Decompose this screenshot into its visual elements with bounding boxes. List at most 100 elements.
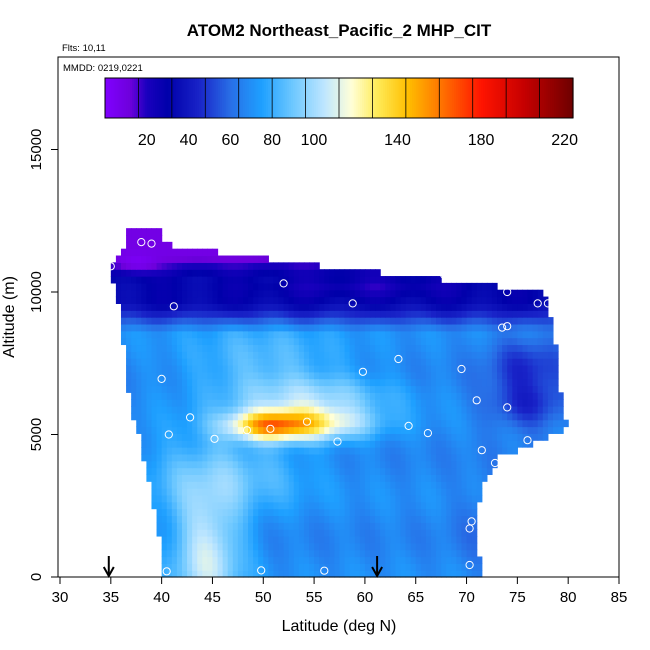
heatmap-cell [364,556,371,564]
heatmap-cell [176,406,183,414]
heatmap-cell [471,570,478,578]
colorbar-segment [460,78,463,118]
heatmap-cell [146,228,153,236]
heatmap-cell [497,358,503,366]
heatmap-cell [242,351,249,359]
flights-label: Flts: 10,11 [62,43,106,54]
heatmap-cell [329,522,336,530]
heatmap-cell [126,310,132,318]
heatmap-cell [344,440,351,448]
heatmap-cell [359,419,366,428]
heatmap-cell [400,501,407,510]
heatmap-cell [278,323,285,332]
heatmap-cell [222,337,229,346]
heatmap-cell [471,522,478,530]
heatmap-cell [395,433,402,441]
heatmap-cell [176,522,183,530]
heatmap-cell [176,337,183,346]
heatmap-cell [436,501,442,510]
heatmap-cell [309,467,315,475]
colorbar-segment [123,78,127,118]
colorbar-segment [232,78,236,118]
heatmap-cell [390,419,396,428]
heatmap-cell [288,447,295,455]
heatmap-cell [237,501,244,510]
heatmap-cell [303,412,310,421]
heatmap-cell [395,481,402,489]
heatmap-cell [207,344,214,352]
heatmap-cell [522,317,529,325]
heatmap-cell [293,570,300,578]
heatmap-cell [151,337,158,346]
heatmap-cell [329,337,336,346]
heatmap-cells [110,228,569,578]
x-axis-label: Latitude (deg N) [282,618,397,635]
heatmap-cell [385,453,391,462]
heatmap-cell [349,467,356,475]
heatmap-cell [497,344,503,352]
colorbar-segment [188,78,192,118]
heatmap-cell [329,535,336,544]
heatmap-cell [375,426,381,434]
heatmap-cell [288,494,295,503]
heatmap-cell [303,433,310,441]
heatmap-cell [329,447,336,455]
heatmap-cell [288,467,295,475]
heatmap-cell [136,337,142,346]
colorbar-segment [155,78,158,118]
heatmap-cell [309,488,315,496]
colorbar-segment [401,78,405,118]
heatmap-cell [461,549,468,558]
heatmap-cell [405,364,412,373]
heatmap-cell [273,317,280,325]
heatmap-cell [232,255,239,263]
heatmap-cell [481,460,488,469]
heatmap-cell [293,522,300,530]
heatmap-cell [369,515,376,523]
heatmap-cell [334,453,341,462]
heatmap-cell [217,570,224,578]
heatmap-cell [486,460,493,469]
heatmap-cell [339,556,346,564]
colorbar-segment [395,78,399,118]
heatmap-cell [278,330,285,339]
heatmap-cell [141,296,147,304]
heatmap-cell [197,535,203,544]
heatmap-cell [319,276,325,284]
heatmap-cell [471,303,478,311]
heatmap-cell [527,310,534,318]
sample-point [457,364,466,374]
heatmap-cell [324,563,330,571]
heatmap-cell [258,282,264,291]
heatmap-cell [349,371,356,380]
heatmap-cell [242,399,249,407]
heatmap-cell [354,412,361,421]
heatmap-cell [278,508,285,517]
heatmap-cell [451,433,457,441]
colorbar-segment [286,78,290,118]
heatmap-cell [248,276,254,284]
heatmap-cell [207,371,214,380]
heatmap-cell [217,563,224,571]
heatmap-cell [359,563,366,571]
heatmap-cell [268,529,275,537]
heatmap-cell [319,296,325,304]
heatmap-cell [380,406,386,414]
heatmap-cell [222,488,229,496]
heatmap-cell [385,433,391,441]
heatmap-cell [405,467,412,475]
heatmap-cell [146,392,153,400]
heatmap-cell [151,351,158,359]
heatmap-cell [364,494,371,503]
heatmap-cell [288,433,295,441]
heatmap-cell [151,378,158,387]
heatmap-cell [202,535,208,544]
heatmap-cell [197,378,203,387]
heatmap-cell [222,364,229,373]
heatmap-cell [349,447,356,455]
heatmap-cell [187,262,193,270]
heatmap-cell [400,330,407,339]
colorbar: 20 40 60 80 100 140 180 220 [104,77,578,149]
heatmap-cell [298,419,305,428]
heatmap-cell [268,351,275,359]
